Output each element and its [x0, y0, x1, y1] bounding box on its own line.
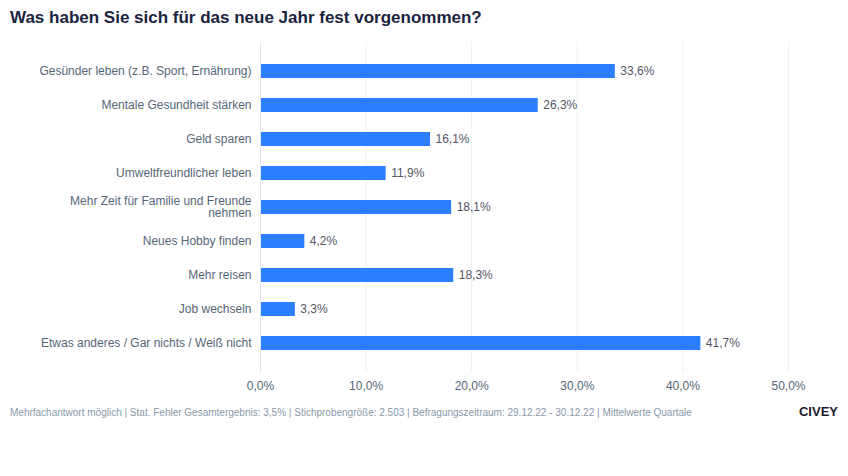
html-text:Was haben Sie sich für das neu: Was haben Sie sich für das neue Jahr fes… — [10, 8, 482, 27]
svg-text:Geld sparen: Geld sparen — [186, 132, 251, 146]
svg-text:Mehr Zeit für Familie und Freu: Mehr Zeit für Familie und Freundenehmen — [70, 194, 252, 220]
svg-text:26,3%: 26,3% — [543, 98, 577, 112]
svg-text:Job wechseln: Job wechseln — [179, 302, 252, 316]
svg-text:10,0%: 10,0% — [349, 379, 383, 393]
svg-text:50,0%: 50,0% — [771, 379, 805, 393]
svg-text:18,1%: 18,1% — [457, 200, 491, 214]
svg-text:Umweltfreundlicher leben: Umweltfreundlicher leben — [116, 166, 251, 180]
svg-text:4,2%: 4,2% — [310, 234, 338, 248]
svg-text:11,9%: 11,9% — [391, 166, 424, 180]
html-text:CIVEY: CIVEY — [799, 404, 838, 419]
svg-text:41,7%: 41,7% — [706, 336, 740, 350]
svg-text:0,0%: 0,0% — [247, 379, 275, 393]
html-text:Mehrfachantwort möglich | Stat: Mehrfachantwort möglich | Stat. Fehler G… — [10, 406, 692, 418]
svg-text:Neues Hobby finden: Neues Hobby finden — [143, 234, 252, 248]
svg-text:3,3%: 3,3% — [300, 302, 328, 316]
svg-text:Gesünder leben (z.B. Sport, Er: Gesünder leben (z.B. Sport, Ernährung) — [39, 64, 251, 78]
svg-text:40,0%: 40,0% — [666, 379, 700, 393]
svg-text:Etwas anderes / Gar nichts / W: Etwas anderes / Gar nichts / Weiß nicht — [41, 336, 252, 350]
svg-text:20,0%: 20,0% — [455, 379, 489, 393]
svg-text:Mentale Gesundheit stärken: Mentale Gesundheit stärken — [101, 98, 251, 112]
svg-text:18,3%: 18,3% — [459, 268, 493, 282]
svg-text:30,0%: 30,0% — [560, 379, 594, 393]
svg-text:33,6%: 33,6% — [620, 64, 654, 78]
svg-text:16,1%: 16,1% — [436, 132, 470, 146]
svg-text:Mehr reisen: Mehr reisen — [188, 268, 251, 282]
